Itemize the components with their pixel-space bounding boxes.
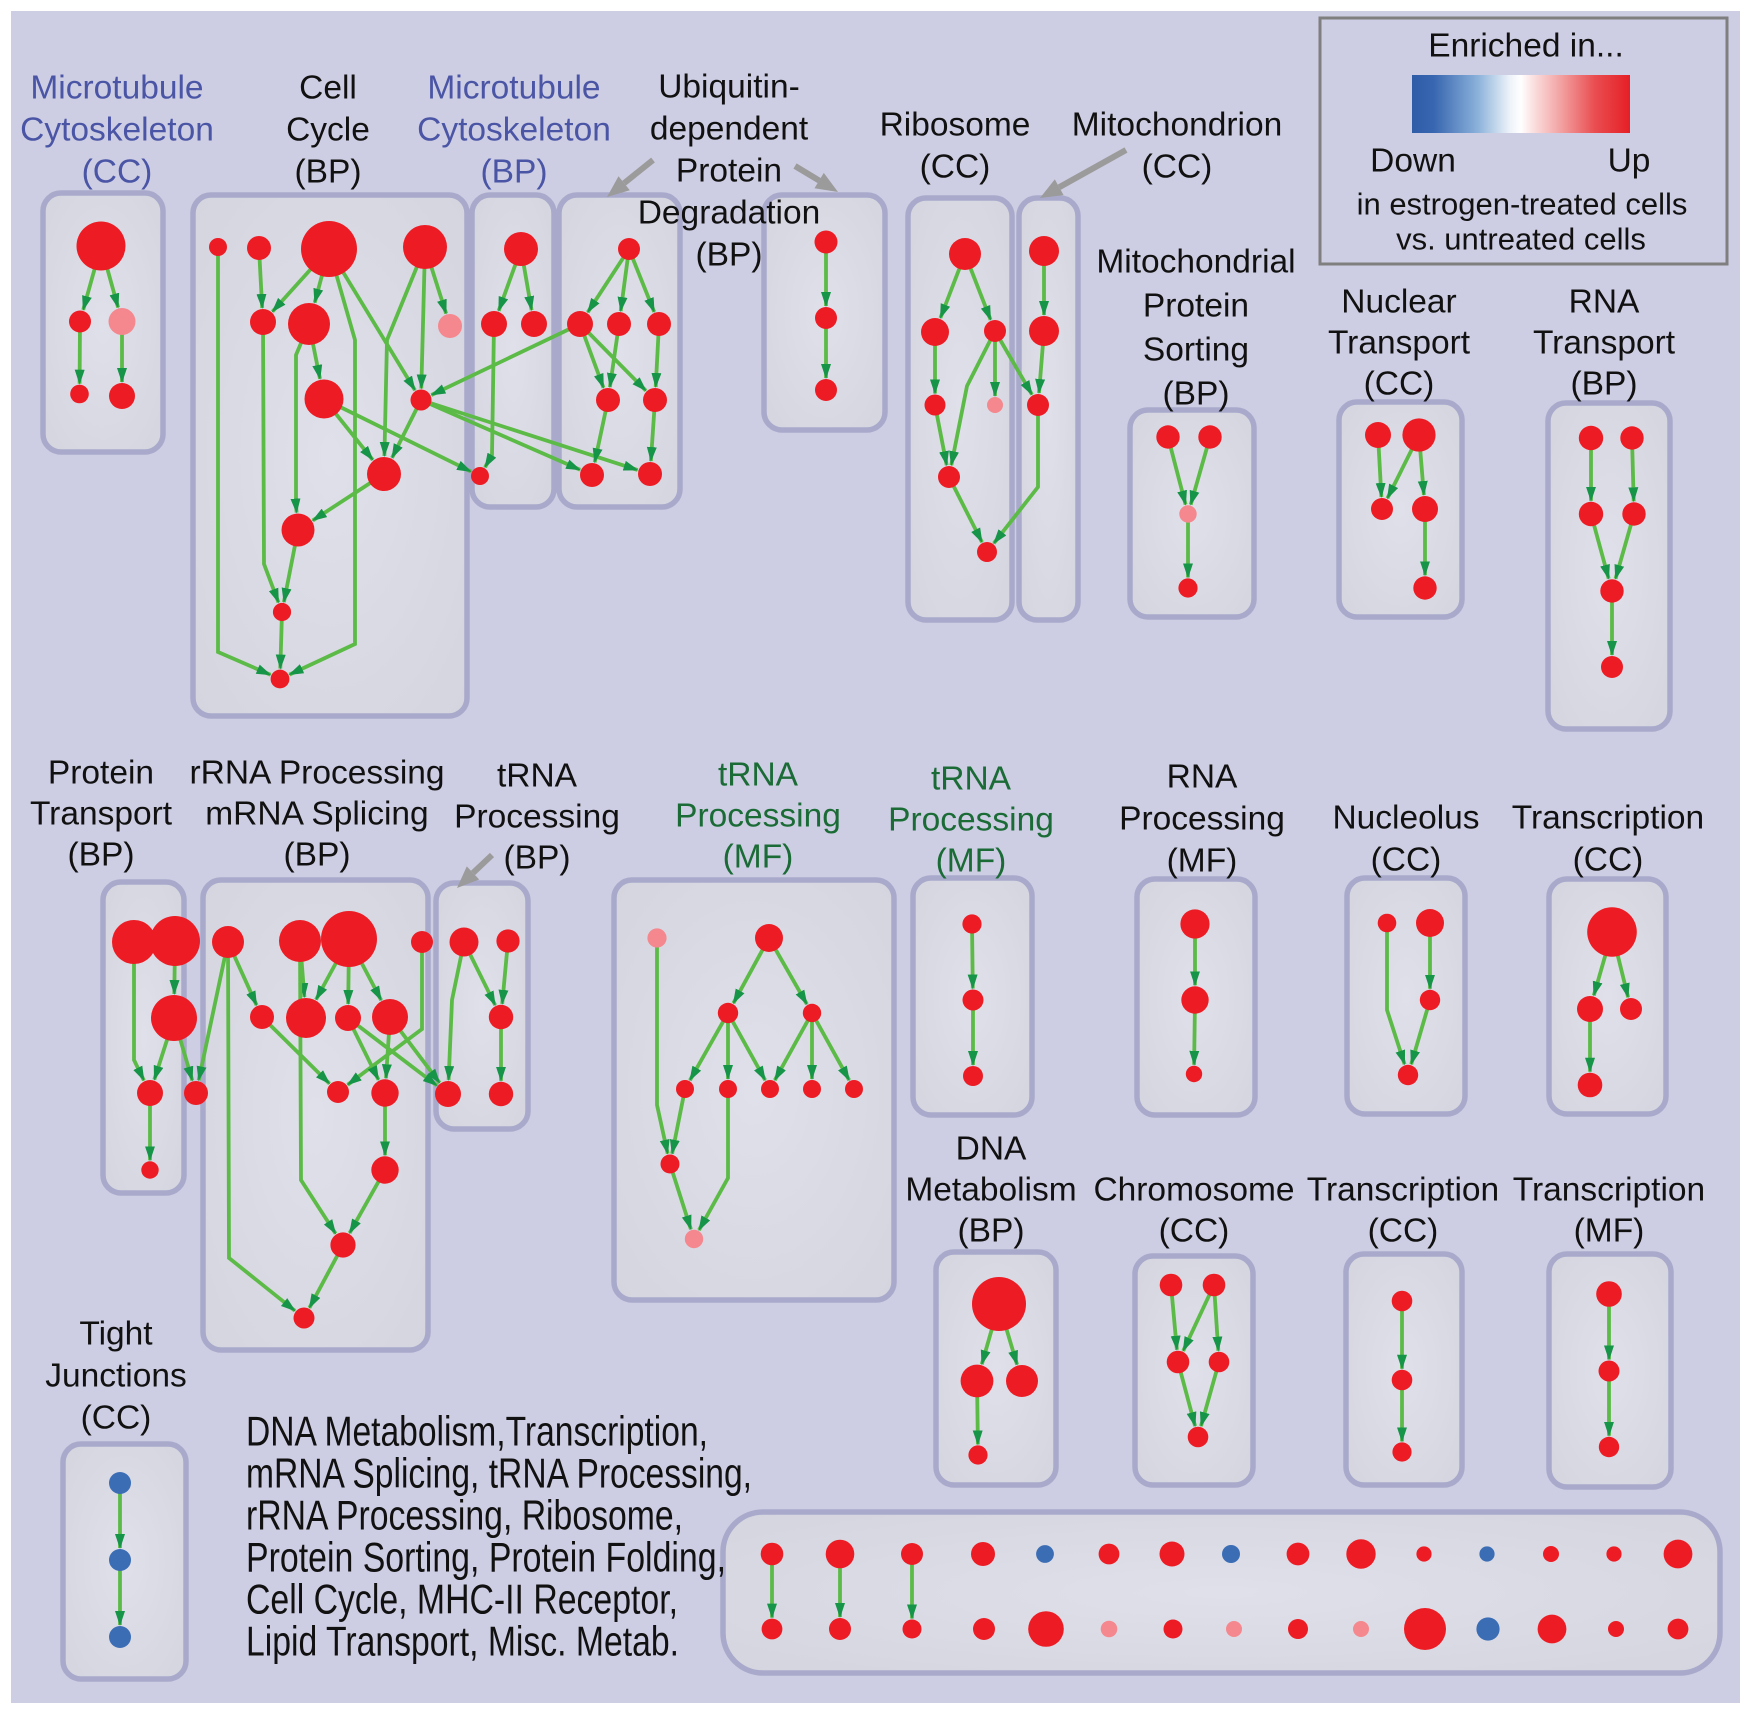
svg-text:(BP): (BP) [958, 1213, 1025, 1250]
svg-text:Protein Sorting, Protein Foldi: Protein Sorting, Protein Folding, [246, 1534, 726, 1581]
svg-text:mRNA Splicing: mRNA Splicing [205, 796, 428, 833]
svg-text:(BP): (BP) [504, 840, 571, 877]
svg-text:tRNA: tRNA [497, 758, 578, 795]
svg-text:dependent: dependent [650, 111, 809, 148]
svg-text:vs. untreated cells: vs. untreated cells [1396, 222, 1646, 257]
svg-text:Transcription: Transcription [1513, 1172, 1705, 1209]
svg-text:Transport: Transport [1533, 325, 1676, 362]
svg-text:Lipid Transport, Misc. Metab.: Lipid Transport, Misc. Metab. [246, 1618, 679, 1665]
svg-text:Junctions: Junctions [45, 1358, 187, 1395]
svg-text:(CC): (CC) [1368, 1213, 1439, 1250]
svg-text:Processing: Processing [888, 802, 1054, 839]
svg-text:Cell: Cell [299, 70, 357, 107]
svg-text:(MF): (MF) [723, 839, 794, 876]
svg-text:(BP): (BP) [1571, 366, 1638, 403]
svg-text:Cell Cycle, MHC-II Receptor,: Cell Cycle, MHC-II Receptor, [246, 1576, 678, 1623]
svg-text:(CC): (CC) [1142, 149, 1213, 186]
svg-text:Tight: Tight [79, 1316, 153, 1353]
svg-text:Mitochondrion: Mitochondrion [1072, 107, 1282, 144]
svg-text:(MF): (MF) [1167, 843, 1238, 880]
svg-text:(CC): (CC) [1364, 366, 1435, 403]
svg-text:mRNA Splicing, tRNA Processing: mRNA Splicing, tRNA Processing, [246, 1450, 752, 1497]
svg-text:Ribosome: Ribosome [880, 107, 1031, 144]
svg-text:Transcription: Transcription [1512, 800, 1704, 837]
svg-text:tRNA: tRNA [718, 757, 799, 794]
svg-text:Nucleolus: Nucleolus [1332, 800, 1479, 837]
svg-text:(CC): (CC) [1573, 842, 1644, 879]
svg-text:Protein: Protein [1143, 288, 1249, 325]
svg-text:(CC): (CC) [82, 154, 153, 191]
svg-text:(CC): (CC) [81, 1400, 152, 1437]
svg-text:Mitochondrial: Mitochondrial [1096, 244, 1295, 281]
svg-text:Microtubule: Microtubule [30, 70, 203, 107]
svg-text:(CC): (CC) [920, 149, 991, 186]
svg-text:rRNA Processing, Ribosome,: rRNA Processing, Ribosome, [246, 1492, 683, 1539]
svg-text:Processing: Processing [454, 799, 620, 836]
svg-text:Transport: Transport [1328, 325, 1471, 362]
svg-text:Nuclear: Nuclear [1341, 284, 1456, 321]
svg-text:Processing: Processing [1119, 801, 1285, 838]
svg-text:Ubiquitin-: Ubiquitin- [658, 69, 800, 106]
svg-text:Cycle: Cycle [286, 112, 370, 149]
svg-text:(BP): (BP) [696, 237, 763, 274]
svg-text:Microtubule: Microtubule [427, 70, 600, 107]
svg-text:(BP): (BP) [1163, 376, 1230, 413]
svg-text:Cytoskeleton: Cytoskeleton [20, 112, 214, 149]
svg-text:(MF): (MF) [1574, 1213, 1645, 1250]
svg-text:Metabolism: Metabolism [905, 1172, 1076, 1209]
svg-text:(BP): (BP) [68, 837, 135, 874]
svg-text:(BP): (BP) [284, 837, 351, 874]
svg-text:(CC): (CC) [1159, 1213, 1230, 1250]
svg-text:Chromosome: Chromosome [1093, 1172, 1294, 1209]
svg-text:DNA: DNA [956, 1131, 1027, 1168]
svg-text:(CC): (CC) [1371, 842, 1442, 879]
svg-text:rRNA Processing: rRNA Processing [189, 755, 444, 792]
svg-text:Transcription: Transcription [1307, 1172, 1499, 1209]
svg-text:Down: Down [1370, 143, 1456, 180]
svg-text:Enriched in...: Enriched in... [1428, 28, 1624, 65]
svg-text:Cytoskeleton: Cytoskeleton [417, 112, 611, 149]
svg-text:RNA: RNA [1167, 759, 1238, 796]
svg-text:Protein: Protein [48, 755, 154, 792]
svg-text:(BP): (BP) [481, 154, 548, 191]
svg-text:Processing: Processing [675, 798, 841, 835]
svg-text:Degradation: Degradation [638, 195, 821, 232]
svg-text:Transport: Transport [30, 796, 173, 833]
svg-text:tRNA: tRNA [931, 761, 1012, 798]
svg-text:DNA Metabolism,Transcription,: DNA Metabolism,Transcription, [246, 1408, 708, 1455]
svg-text:RNA: RNA [1569, 284, 1640, 321]
svg-text:(BP): (BP) [295, 154, 362, 191]
svg-text:in estrogen-treated cells: in estrogen-treated cells [1357, 187, 1688, 222]
svg-text:Up: Up [1608, 143, 1651, 180]
svg-text:Protein: Protein [676, 153, 782, 190]
svg-text:(MF): (MF) [936, 843, 1007, 880]
svg-text:Sorting: Sorting [1143, 332, 1249, 369]
